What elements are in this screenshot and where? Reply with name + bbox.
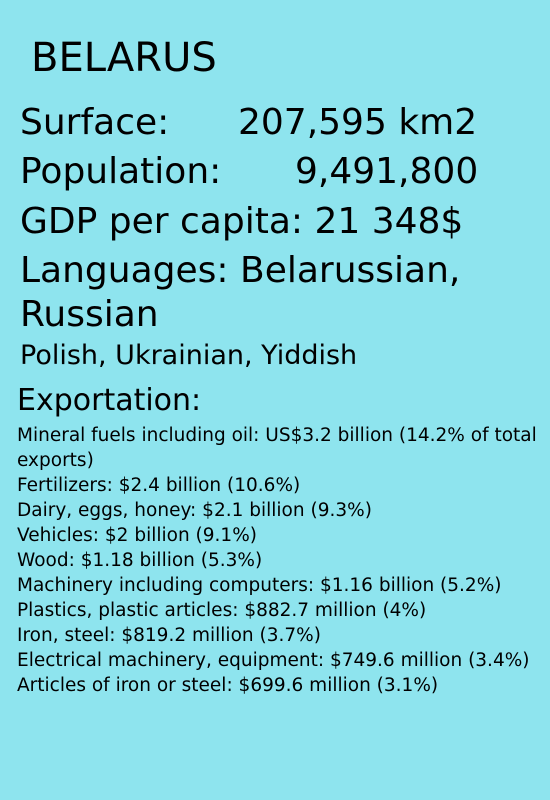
export-item: Plastics, plastic articles: $882.7 milli… bbox=[17, 600, 427, 621]
export-item: Machinery including computers: $1.16 bil… bbox=[17, 575, 502, 596]
export-item: Dairy, eggs, honey: $2.1 billion (9.3%) bbox=[17, 500, 372, 521]
surface-label: Surface: bbox=[20, 102, 170, 143]
languages-line-1: Languages: Belarussian, bbox=[20, 250, 461, 291]
export-item: Fertilizers: $2.4 billion (10.6%) bbox=[17, 475, 301, 496]
exportation-list: Mineral fuels including oil: US$3.2 bill… bbox=[17, 423, 542, 698]
languages-line-2: Russian bbox=[20, 294, 159, 335]
export-item: Articles of iron or steel: $699.6 millio… bbox=[17, 675, 439, 696]
export-item: Mineral fuels including oil: US$3.2 bill… bbox=[17, 425, 537, 471]
export-item: Wood: $1.18 billion (5.3%) bbox=[17, 550, 263, 571]
population-value: 9,491,800 2018 bbox=[295, 151, 478, 193]
exportation-title: Exportation: bbox=[17, 383, 202, 418]
surface-value: 207,595 km2 bbox=[238, 102, 478, 143]
other-languages: Polish, Ukrainian, Yiddish bbox=[20, 340, 358, 371]
export-item: Iron, steel: $819.2 million (3.7%) bbox=[17, 625, 321, 646]
population-row: Population: 9,491,800 2018 bbox=[20, 151, 478, 193]
population-number: 9,491,800 bbox=[295, 151, 479, 192]
country-title: BELARUS bbox=[31, 35, 217, 81]
export-item: Vehicles: $2 billion (9.1%) bbox=[17, 525, 257, 546]
surface-row: Surface: 207,595 km2 bbox=[20, 102, 477, 144]
population-label: Population: bbox=[20, 151, 222, 192]
gdp-per-capita: GDP per capita: 21 348$ bbox=[20, 201, 464, 242]
export-item: Electrical machinery, equipment: $749.6 … bbox=[17, 650, 530, 671]
